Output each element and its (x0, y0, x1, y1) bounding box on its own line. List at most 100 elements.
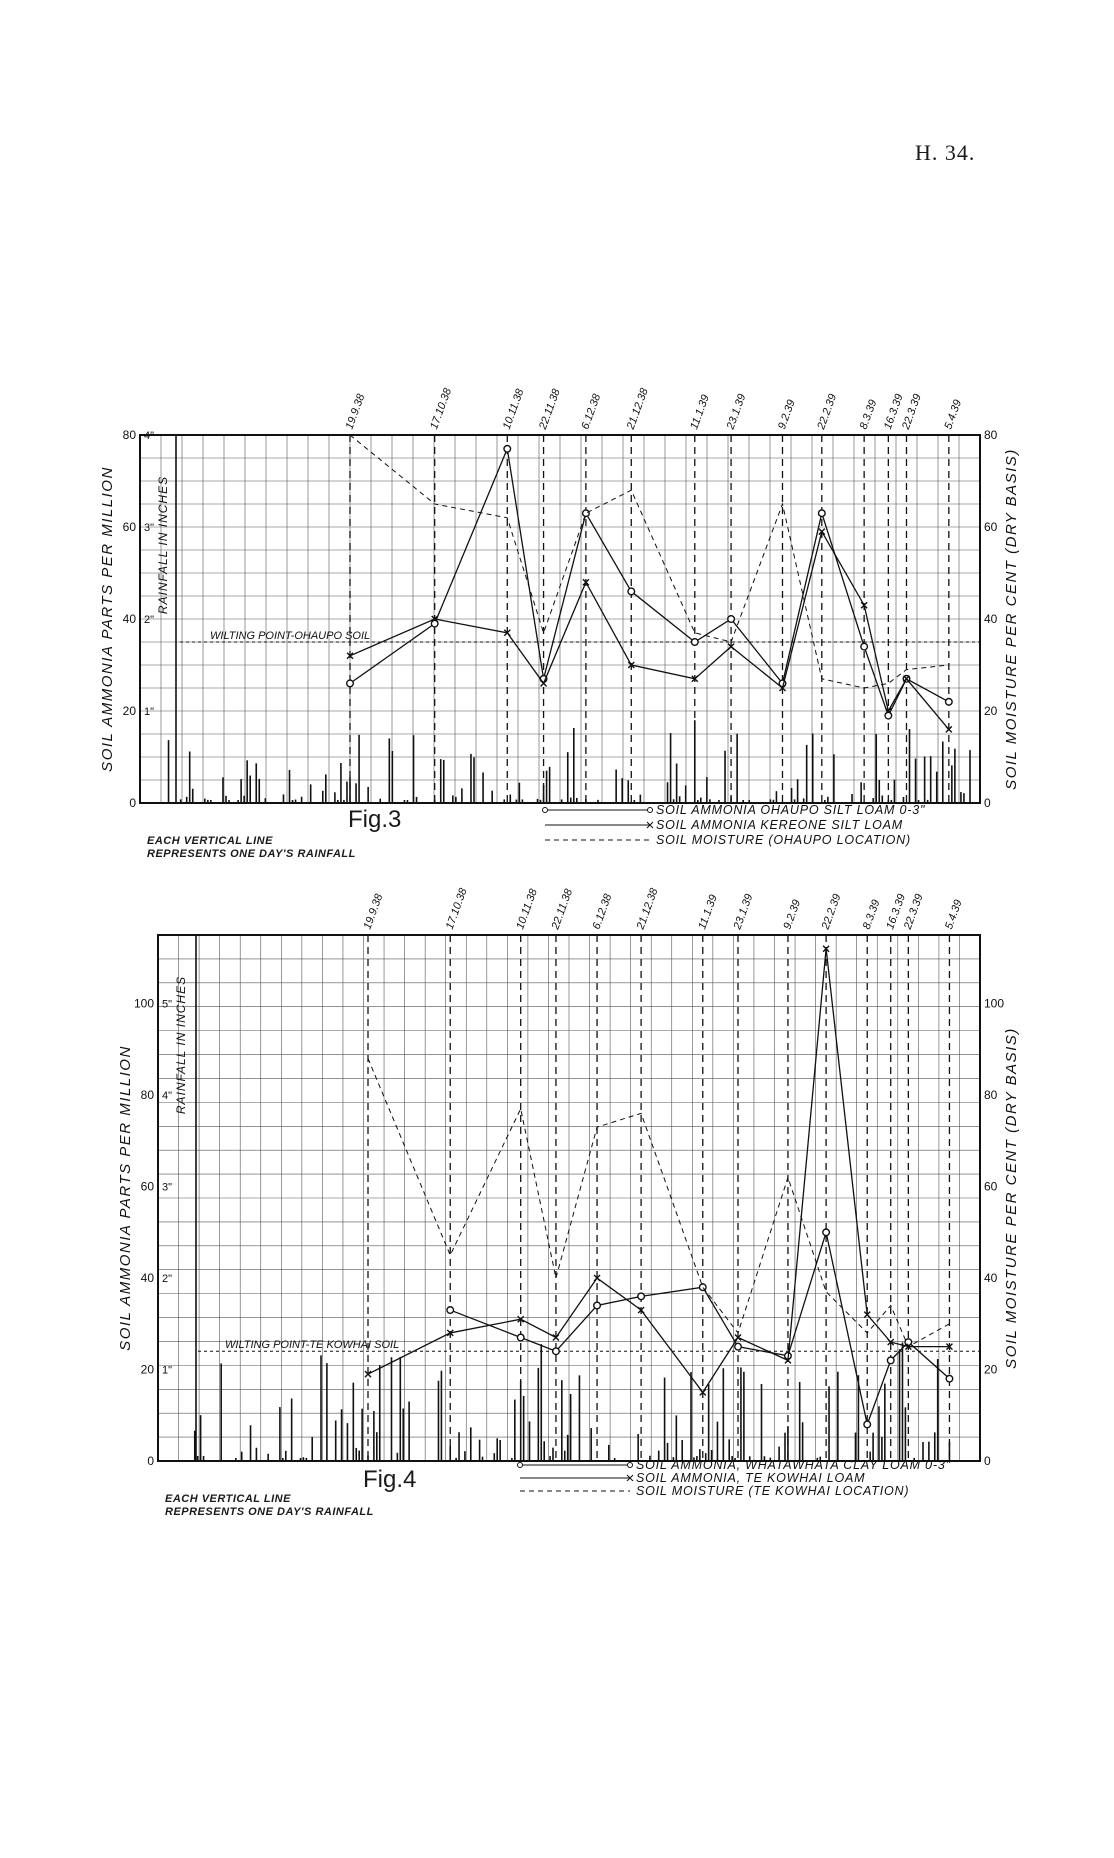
data-point-cross (593, 1274, 601, 1282)
data-point-cross (540, 679, 548, 687)
data-point-circle (944, 697, 953, 706)
sample-date-label: 19.9.38 (344, 392, 368, 431)
left-tick-label: 60 (141, 1180, 155, 1194)
right-tick-label: 60 (984, 1180, 998, 1194)
left-tick-label: 80 (123, 428, 137, 442)
data-point-circle (945, 1374, 954, 1383)
sample-date-label: 17.10.38 (444, 886, 470, 931)
fig4-note: EACH VERTICAL LINE REPRESENTS ONE DAY'S … (165, 1493, 374, 1519)
legend: SOIL AMMONIA OHAUPO SILT LOAM 0-3"SOIL A… (542, 803, 924, 847)
right-tick-label: 20 (984, 704, 998, 718)
legend-marker (626, 1474, 634, 1482)
data-point-circle (904, 1338, 913, 1347)
data-point-cross (818, 528, 826, 536)
data-point-cross (582, 578, 590, 586)
legend-label: SOIL AMMONIA KEREONE SILT LOAM (656, 818, 903, 832)
fig4-chart: 19.9.38 17.10.38 10.11.38 22.11.38 6.12.38 21… (117, 886, 1020, 1498)
plot-frame (157, 934, 981, 1462)
data-point-circle (516, 1333, 525, 1342)
data-point-cross (699, 1388, 707, 1396)
rain-tick-label: 4" (144, 430, 154, 442)
left-tick-label: 40 (141, 1271, 155, 1285)
rainfall-bars (193, 1342, 951, 1461)
data-point-cross (431, 615, 439, 623)
legend-label: SOIL MOISTURE (OHAUPO LOCATION) (656, 833, 911, 847)
sample-date-label: 6.12.38 (579, 392, 603, 431)
data-point-cross (637, 1306, 645, 1314)
series-1 (364, 945, 953, 1396)
series-line (349, 529, 950, 730)
sample-date-label: 10.11.38 (501, 387, 527, 431)
data-point-cross (691, 675, 699, 683)
right-tick-label: 0 (984, 1454, 991, 1468)
data-point-cross (503, 629, 511, 637)
rain-tick-label: 3" (162, 1182, 172, 1194)
data-point-cross (517, 1315, 525, 1323)
data-point-circle (551, 1347, 560, 1356)
grid (157, 934, 981, 1462)
rain-tick-label: 1" (162, 1365, 172, 1377)
left-tick-label: 0 (147, 1454, 154, 1468)
series-2 (349, 434, 949, 689)
right-tick-label: 0 (984, 796, 991, 810)
rain-tick-label: 3" (144, 522, 154, 534)
data-point-cross (945, 725, 953, 733)
sample-date-label: 22.11.38 (537, 387, 563, 432)
left-tick-label: 0 (129, 796, 136, 810)
data-point-cross (945, 1343, 953, 1351)
sample-date-label: 9.2.39 (776, 398, 798, 431)
series-0 (446, 1228, 954, 1429)
rain-tick-label: 4" (162, 1090, 172, 1102)
right-axis-title: SOIL MOISTURE PER CENT (DRY BASIS) (1003, 448, 1020, 790)
grid (139, 434, 981, 804)
rain-axis-title: RAINFALL IN INCHES (174, 976, 188, 1114)
fig3-chart: 19.9.38 17.10.38 10.11.38 22.11.38 6.12.38 21… (99, 386, 1020, 847)
rain-tick-label: 5" (162, 999, 172, 1011)
data-point-circle (430, 619, 439, 628)
data-point-circle (860, 642, 869, 651)
sample-date-label: 6.12.38 (591, 892, 615, 931)
data-point-cross (884, 707, 892, 715)
fig3-note: EACH VERTICAL LINE REPRESENTS ONE DAY'S … (147, 835, 356, 861)
data-point-cross (552, 1334, 560, 1341)
left-axis-title: SOIL AMMONIA PARTS PER MILLION (117, 1045, 134, 1351)
sample-date-label: 23.1.39 (724, 392, 748, 432)
data-point-circle (446, 1306, 455, 1315)
series-0 (346, 444, 953, 720)
left-axis-title: SOIL AMMONIA PARTS PER MILLION (99, 466, 116, 772)
series-line (367, 948, 950, 1394)
legend-marker (627, 1462, 633, 1468)
series-line (349, 446, 950, 718)
sample-date-label: 8.3.39 (861, 898, 883, 931)
legend-marker (646, 821, 654, 829)
data-point-circle (822, 1228, 831, 1237)
legend-label: SOIL MOISTURE (TE KOWHAI LOCATION) (636, 1484, 909, 1498)
data-point-cross (902, 675, 910, 683)
left-tick-label: 40 (123, 612, 137, 626)
right-axis-title: SOIL MOISTURE PER CENT (DRY BASIS) (1003, 1027, 1020, 1369)
data-point-cross (727, 643, 735, 651)
sample-date-label: 11.1.39 (688, 393, 712, 431)
data-point-cross (778, 684, 786, 692)
sample-date-label: 22.2.39 (815, 392, 839, 432)
series-line (367, 1058, 950, 1348)
legend-label: SOIL AMMONIA, TE KOWHAI LOAM (636, 1471, 865, 1485)
sample-date-label: 21.12.38 (634, 886, 661, 932)
rainfall-bars (167, 720, 971, 803)
sample-date-label: 5.4.39 (943, 898, 965, 931)
series-line (349, 434, 949, 689)
data-point-cross (887, 1338, 895, 1346)
rain-axis-title: RAINFALL IN INCHES (156, 476, 170, 614)
data-point-circle (503, 444, 512, 453)
series-line (449, 1229, 950, 1427)
rain-tick-label: 2" (162, 1273, 172, 1285)
data-point-cross (346, 652, 354, 660)
left-tick-label: 60 (123, 520, 137, 534)
left-tick-label: 20 (123, 704, 137, 718)
fig4-label: Fig.4 (363, 1466, 417, 1493)
sample-date-label: 9.2.39 (781, 898, 803, 931)
data-point-cross (822, 945, 830, 953)
left-tick-label: 80 (141, 1088, 155, 1102)
fig4-note-line-1: EACH VERTICAL LINE (165, 1493, 291, 1505)
